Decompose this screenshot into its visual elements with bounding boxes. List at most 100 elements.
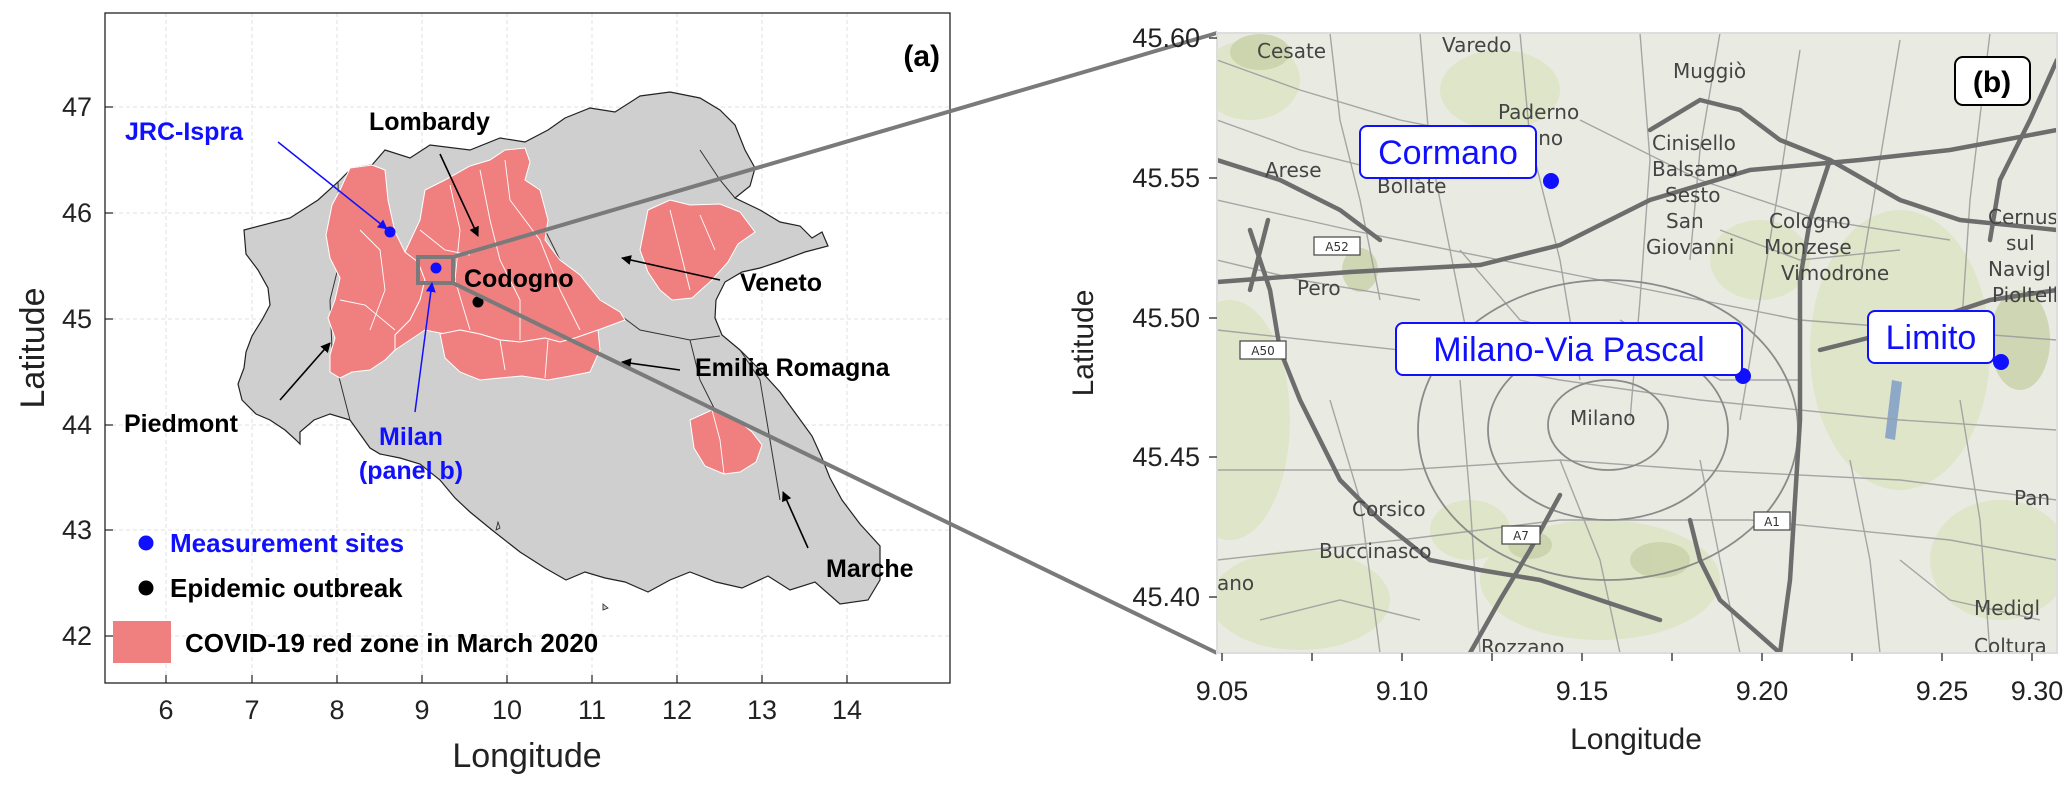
y-tick-label: 45.50 <box>1132 303 1200 333</box>
veneto-label: Veneto <box>740 269 822 297</box>
limito-label: Limito <box>1886 319 1977 357</box>
dark-green-areas <box>1230 34 2050 578</box>
y-tick-label: 46 <box>62 198 92 228</box>
panel-a: JRC-Ispra Lombardy Codogno Veneto Emilia… <box>14 12 951 775</box>
road-shield-a50-label: A50 <box>1251 344 1274 358</box>
jrc-ispra-label: JRC-Ispra <box>125 118 244 146</box>
lake <box>1885 380 1902 440</box>
piedmont-label: Piedmont <box>124 410 239 438</box>
town-label: sul <box>2006 231 2035 255</box>
x-tick-label: 11 <box>578 695 606 725</box>
town-label: Pioltell <box>1992 283 2058 307</box>
site-label-boxes: Cormano Milano-Via Pascal Limito <box>1359 125 1995 376</box>
y-tick-label: 45 <box>62 304 92 334</box>
town-label: Pero <box>1297 276 1341 300</box>
town-label: Corsico <box>1352 497 1426 521</box>
road-shield-a7 <box>1501 525 1541 545</box>
road-shield-a50 <box>1239 340 1287 360</box>
marche-label: Marche <box>826 555 914 583</box>
x-tick-label: 9 <box>414 695 429 725</box>
y-tick-label: 44 <box>62 410 92 440</box>
x-tick-label: 9.10 <box>1376 676 1429 706</box>
legend-sites-label: Measurement sites <box>170 528 404 558</box>
cormano-point <box>1543 173 1559 189</box>
town-labels: Cesate Varedo Muggiò Paderno ano Cinisel… <box>1217 33 2058 658</box>
legend-outbreak-marker <box>138 580 154 596</box>
jrc-arrow <box>277 141 388 230</box>
legend-outbreak-label: Epidemic outbreak <box>170 573 403 603</box>
town-label: Cologno <box>1769 209 1851 233</box>
panel-a-y-ticks: 42 43 44 45 46 47 <box>62 92 92 651</box>
milan-point <box>430 262 442 274</box>
panel-a-y-axis-title: Latitude <box>14 288 52 409</box>
emilia-romagna-label: Emilia Romagna <box>695 354 891 382</box>
legend-red-zone-swatch <box>113 621 171 663</box>
veneto-arrow <box>621 255 721 281</box>
x-tick-label: 7 <box>244 695 259 725</box>
panel-a-tick-marks <box>105 106 848 683</box>
road-shield-a1 <box>1753 511 1791 531</box>
red-zone-lombardy <box>394 147 626 351</box>
milan-panel-b-label: (panel b) <box>359 457 463 485</box>
y-tick-label: 47 <box>62 92 92 122</box>
panel-b-frame <box>1216 32 2058 654</box>
town-label: Medigl <box>1974 596 2040 620</box>
town-label: Cernus <box>1988 205 2058 229</box>
road-shield-a7-label: A7 <box>1513 529 1529 543</box>
road-shields: A52 A50 A7 A1 <box>1239 236 1791 545</box>
x-tick-label: 9.20 <box>1736 676 1789 706</box>
panel-a-x-axis-title: Longitude <box>452 737 601 775</box>
limito-label-box <box>1867 310 1995 364</box>
road-shield-a1-label: A1 <box>1764 515 1780 529</box>
road-shield-a52 <box>1313 236 1361 256</box>
panel-a-tag: (a) <box>903 40 940 73</box>
milan-label: Milan <box>379 423 443 451</box>
red-zone-veneto <box>639 199 756 301</box>
town-label: Vimodrone <box>1781 261 1889 285</box>
legend-red-zone-label: COVID-19 red zone in March 2020 <box>185 628 598 658</box>
town-label: Coltura <box>1974 634 2047 658</box>
marche-arrow <box>782 491 809 549</box>
x-tick-label: 14 <box>832 695 862 725</box>
town-label: Varedo <box>1442 33 1511 57</box>
lombardy-arrow <box>439 153 479 237</box>
town-label: Paderno <box>1498 100 1579 124</box>
town-label: Giovanni <box>1646 235 1734 259</box>
legend: Measurement sites Epidemic outbreak COVI… <box>113 528 598 663</box>
x-tick-label: 9.30 <box>2011 676 2064 706</box>
panel-b-tick-marks <box>1209 37 2033 661</box>
y-tick-label: 45.45 <box>1132 442 1200 472</box>
town-label: Milano <box>1570 406 1636 430</box>
islet <box>495 520 501 531</box>
y-tick-label: 43 <box>62 515 92 545</box>
piedmont-arrow <box>279 342 331 401</box>
town-label: Arese <box>1265 158 1322 182</box>
panel-a-x-ticks: 6 7 8 9 10 11 12 13 14 <box>158 695 862 725</box>
panel-b-tag: (b) <box>1973 66 2011 99</box>
codogno-label: Codogno <box>464 265 574 293</box>
town-label: Monzese <box>1764 235 1852 259</box>
x-tick-label: 10 <box>492 695 522 725</box>
lombardy-label: Lombardy <box>369 108 490 136</box>
x-tick-label: 9.15 <box>1556 676 1609 706</box>
x-tick-label: 12 <box>662 695 692 725</box>
town-label: Sesto <box>1665 183 1721 207</box>
milan-arrow <box>414 282 436 413</box>
panel-b: A52 A50 A7 A1 Cesate Varedo Muggiò Pader… <box>1067 23 2064 756</box>
limito-point <box>1993 354 2009 370</box>
panel-b-y-ticks: 45.60 45.55 45.50 45.45 45.40 <box>1132 23 1200 612</box>
town-label: Balsamo <box>1652 157 1738 181</box>
emilia-arrow <box>621 358 681 371</box>
inset-connector-top <box>452 31 1218 259</box>
y-tick-label: 45.40 <box>1132 582 1200 612</box>
codogno-point <box>472 296 484 308</box>
y-tick-label: 45.55 <box>1132 163 1200 193</box>
y-tick-label: 42 <box>62 621 92 651</box>
cormano-label: Cormano <box>1378 134 1518 172</box>
islet <box>602 603 609 611</box>
jrc-ispra-point <box>384 226 396 238</box>
town-label: ano <box>1217 571 1254 595</box>
cormano-label-box <box>1359 125 1537 179</box>
town-label: Navigl <box>1988 257 2051 281</box>
town-label: Buccinasco <box>1319 539 1432 563</box>
